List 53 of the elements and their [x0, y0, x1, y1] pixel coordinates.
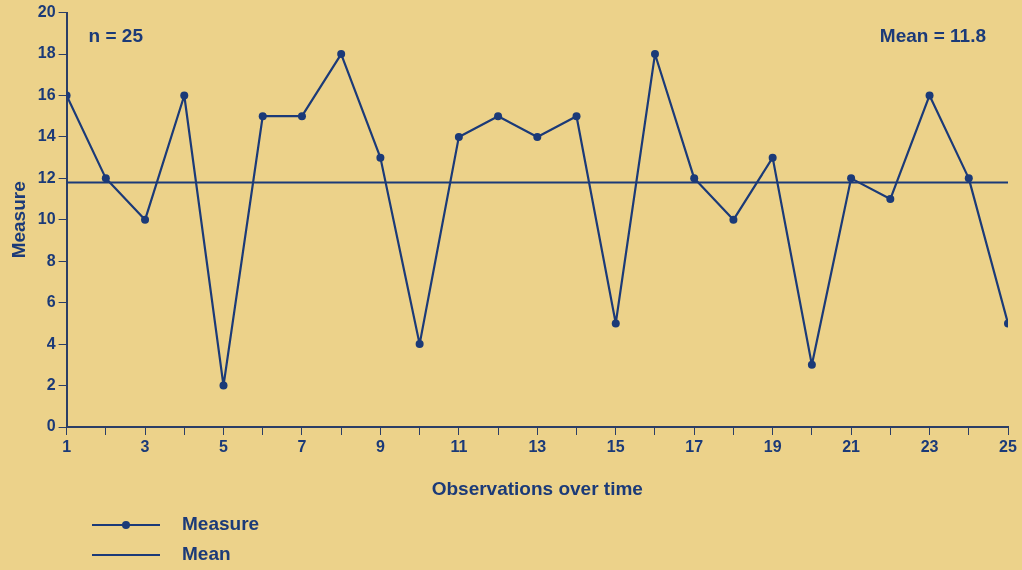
x-axis-title: Observations over time [431, 477, 643, 499]
point [494, 112, 503, 121]
x-tick-label: 5 [219, 438, 229, 456]
point [768, 153, 777, 162]
point [807, 360, 816, 369]
y-tick-label: 12 [37, 168, 56, 186]
point [533, 132, 542, 141]
y-tick-label: 0 [46, 417, 56, 435]
x-tick-label: 17 [685, 438, 704, 456]
x-tick-label: 21 [842, 438, 861, 456]
y-tick-label: 20 [37, 3, 56, 21]
point [258, 112, 267, 121]
point [690, 174, 699, 183]
point [180, 91, 189, 100]
point [297, 112, 306, 121]
x-tick-label: 23 [920, 438, 939, 456]
legend-label: Mean [182, 543, 231, 565]
point [964, 174, 973, 183]
point [101, 174, 110, 183]
x-tick-label: 7 [297, 438, 307, 456]
point [847, 174, 856, 183]
annotation: n = 25 [88, 25, 144, 47]
y-tick-label: 8 [46, 251, 56, 269]
x-tick-label: 11 [450, 438, 468, 456]
legend-label: Measure [182, 513, 260, 535]
point [415, 340, 424, 349]
x-tick-label: 3 [140, 438, 150, 456]
x-tick-label: 9 [375, 438, 385, 456]
y-tick-label: 4 [46, 334, 56, 352]
y-tick-label: 14 [37, 127, 56, 145]
point [454, 132, 463, 141]
x-tick-label: 1 [62, 438, 72, 456]
point [886, 195, 895, 204]
y-tick-label: 2 [46, 375, 56, 393]
point [376, 153, 385, 162]
y-tick-label: 10 [37, 210, 56, 228]
x-tick-label: 19 [763, 438, 782, 456]
x-tick-label: 13 [528, 438, 547, 456]
annotation: Mean = 11.8 [879, 25, 986, 47]
x-tick-label: 25 [999, 438, 1017, 456]
point [219, 381, 228, 390]
point [337, 50, 346, 59]
point [611, 319, 620, 328]
y-axis-title: Measure [7, 181, 29, 259]
point [650, 50, 659, 59]
y-tick-label: 18 [37, 44, 56, 62]
point [729, 215, 738, 224]
point [572, 112, 581, 121]
y-tick-label: 6 [46, 293, 56, 311]
point [925, 91, 934, 100]
y-tick-label: 16 [37, 85, 56, 103]
x-tick-label: 15 [606, 438, 625, 456]
point [141, 215, 150, 224]
